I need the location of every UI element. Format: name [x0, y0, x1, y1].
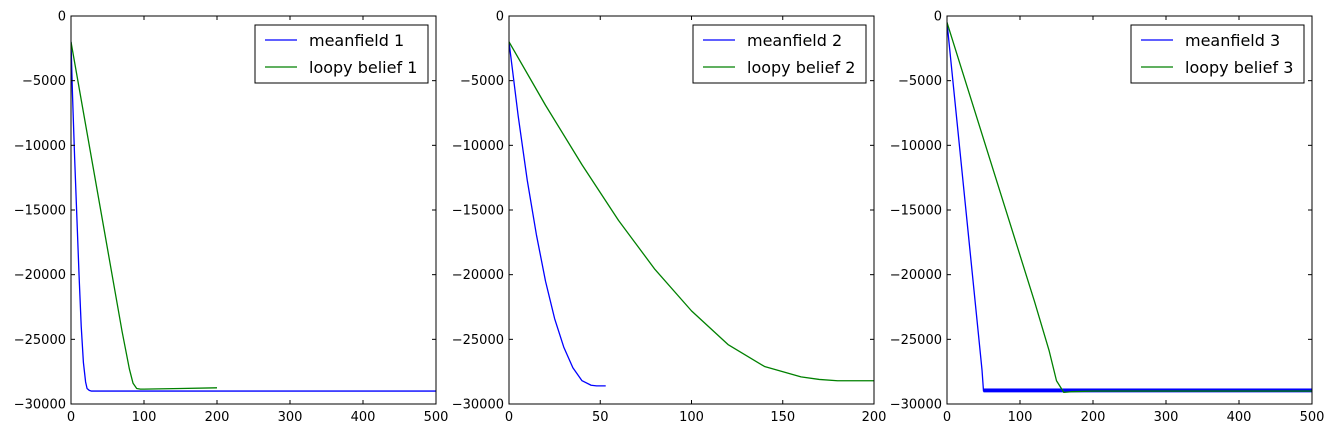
x-tick-label: 100	[1008, 410, 1033, 425]
x-tick-label: 300	[278, 410, 303, 425]
series-line-1-2	[71, 41, 218, 390]
x-tick-label: 200	[1081, 410, 1106, 425]
plot-area-3	[947, 22, 1312, 394]
y-tick-label: −15000	[14, 204, 66, 219]
legend-box	[1130, 24, 1305, 84]
legend-box	[254, 24, 429, 84]
x-tick-label: 0	[943, 410, 951, 425]
legend-box	[692, 24, 867, 84]
x-tick-label: 300	[1154, 410, 1179, 425]
legend-label-2-1: meanfield 2	[747, 31, 842, 50]
legend-2: meanfield 2 loopy belief 2	[692, 24, 867, 84]
y-tick-label: 0	[934, 10, 942, 25]
y-tick-label: −15000	[890, 204, 942, 219]
plot-area-2	[509, 41, 874, 387]
y-tick-label: −25000	[890, 333, 942, 348]
y-tick-label: −30000	[452, 398, 504, 413]
x-tick-label: 100	[132, 410, 157, 425]
legend-label-3-1: meanfield 3	[1185, 31, 1280, 50]
plot-area-1	[71, 41, 436, 392]
chart-panel-1: 0 100 200 300 400 500 0 −5000 −10000 −15000 −20000…	[14, 10, 449, 426]
y-tick-label: −25000	[14, 333, 66, 348]
x-tick-label: 200	[205, 410, 230, 425]
y-tick-label: 0	[58, 10, 66, 25]
y-tick-label: −10000	[452, 139, 504, 154]
legend-label-1-2: loopy belief 1	[309, 58, 417, 77]
y-tick-label: −20000	[452, 268, 504, 283]
x-tick-label: 200	[862, 410, 887, 425]
x-tick-label: 50	[592, 410, 609, 425]
y-tick-label: −30000	[890, 398, 942, 413]
series-line-2-1	[509, 41, 606, 387]
y-tick-label: −5000	[22, 74, 66, 89]
legend-label-1-1: meanfield 1	[309, 31, 404, 50]
series-line-2-2	[509, 41, 874, 382]
x-tick-label: 500	[424, 410, 449, 425]
x-tick-label: 400	[1227, 410, 1252, 425]
x-tick-label: 400	[351, 410, 376, 425]
x-tick-label: 0	[505, 410, 513, 425]
y-tick-label: −20000	[14, 268, 66, 283]
x-tick-label: 500	[1300, 410, 1325, 425]
y-tick-label: −5000	[898, 74, 942, 89]
y-tick-label: −15000	[452, 204, 504, 219]
y-tick-label: −20000	[890, 268, 942, 283]
y-tick-label: −10000	[14, 139, 66, 154]
legend-1: meanfield 1 loopy belief 1	[254, 24, 429, 84]
legend-label-3-2: loopy belief 3	[1185, 58, 1293, 77]
x-tick-label: 150	[770, 410, 795, 425]
y-tick-label: −10000	[890, 139, 942, 154]
y-tick-label: −30000	[14, 398, 66, 413]
x-tick-label: 0	[67, 410, 75, 425]
y-tick-label: −25000	[452, 333, 504, 348]
chart-panel-3: 0 100 200 300 400 500 0 −5000 −10000 −15000 −20000…	[890, 10, 1325, 426]
series-line-1-1	[71, 41, 436, 392]
chart-panel-2: 0 50 100 150 200 0 −5000 −10000 −15000 −20000 −250…	[452, 10, 887, 426]
y-tick-label: 0	[496, 10, 504, 25]
series-line-3-2	[947, 22, 1312, 394]
x-tick-label: 100	[679, 410, 704, 425]
legend-label-2-2: loopy belief 2	[747, 58, 855, 77]
legend-3: meanfield 3 loopy belief 3	[1130, 24, 1305, 84]
y-tick-label: −5000	[460, 74, 504, 89]
